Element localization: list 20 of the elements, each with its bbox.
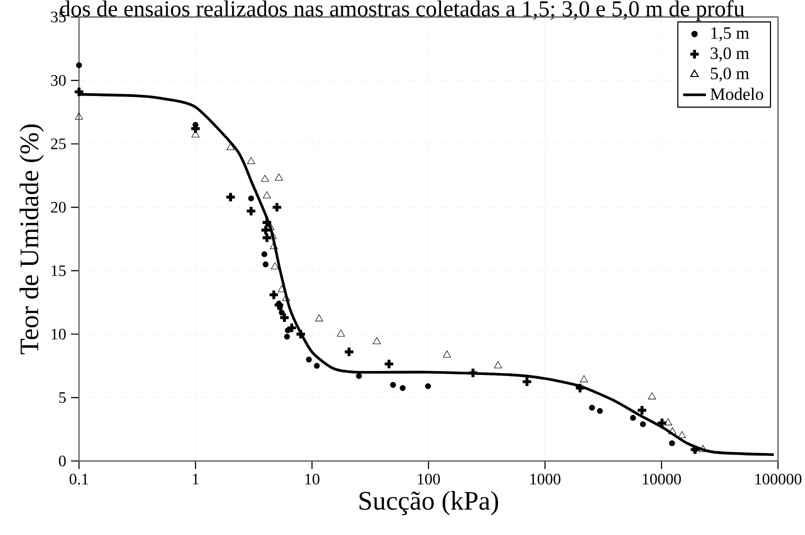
legend-label: 1,5 m [711, 27, 750, 42]
y-tick-label: 10 [52, 328, 66, 340]
y-tick-label: 5 [59, 392, 66, 403]
y-tick-label: 0 [58, 456, 66, 466]
x-tick-label: 1000 [530, 474, 560, 484]
x-tick-label: 0.1 [70, 474, 88, 485]
legend-label: Modelo [710, 88, 764, 100]
x-axis-title: Sucção (kPa) [360, 491, 498, 516]
legend-label: 5,0 m [710, 68, 750, 82]
y-tick-label: 25 [51, 138, 66, 150]
y-axis-title: Teor de Umidade (%) [20, 124, 44, 354]
y-tick-label: 20 [51, 202, 66, 213]
x-tick-label: 1 [192, 474, 199, 484]
x-tick-label: 10000 [642, 474, 681, 484]
x-tick-label: 10 [305, 474, 320, 484]
y-tick-label: 15 [52, 265, 66, 276]
legend-label: 3,0 m [710, 47, 750, 62]
x-tick-label: 100 [418, 474, 440, 484]
x-tick-label: 100000 [755, 474, 802, 484]
y-tick-label: 30 [51, 75, 66, 86]
